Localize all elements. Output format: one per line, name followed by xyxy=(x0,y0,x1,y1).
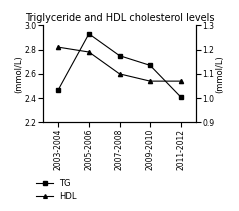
TG xyxy=(179,96,182,98)
TG xyxy=(149,64,152,67)
Legend: TG, HDL: TG, HDL xyxy=(33,176,80,205)
HDL xyxy=(179,80,182,82)
TG xyxy=(118,54,121,57)
HDL xyxy=(87,51,90,53)
TG xyxy=(57,88,60,91)
HDL xyxy=(149,80,152,82)
Line: TG: TG xyxy=(56,32,183,99)
HDL xyxy=(118,73,121,75)
Title: Triglyceride and HDL cholesterol levels: Triglyceride and HDL cholesterol levels xyxy=(25,13,214,23)
Line: HDL: HDL xyxy=(56,45,183,83)
TG xyxy=(87,32,90,35)
Y-axis label: (mmol/L): (mmol/L) xyxy=(14,55,23,93)
Y-axis label: (mmol/L): (mmol/L) xyxy=(216,55,225,93)
HDL xyxy=(57,46,60,48)
